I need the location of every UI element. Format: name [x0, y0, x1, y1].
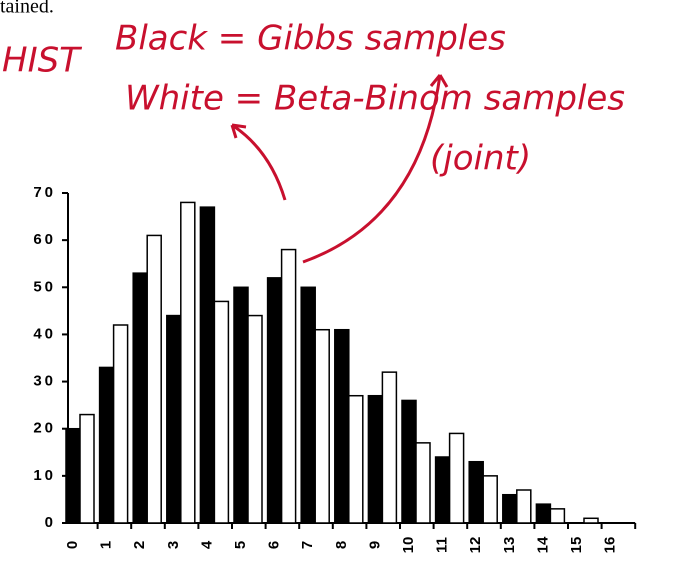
- y-tick-label: 70: [33, 184, 56, 201]
- annotation: (joint): [430, 139, 531, 179]
- y-tick-label: 40: [33, 325, 56, 342]
- bar: [348, 394, 364, 524]
- bar: [415, 442, 431, 524]
- y-tick-label: 0: [45, 514, 56, 531]
- x-tick-label: 5: [232, 541, 249, 549]
- bar: [583, 517, 599, 524]
- x-tick-label: 7: [299, 541, 316, 549]
- page-text: tained.: [0, 0, 54, 18]
- arrow: [302, 74, 449, 264]
- series-label: White = Beta-Binom samples: [125, 79, 625, 119]
- x-tick-label: 12: [467, 537, 484, 554]
- bar: [482, 475, 498, 524]
- bar: [468, 460, 484, 524]
- x-tick-label: 14: [534, 536, 551, 553]
- bar: [98, 366, 115, 524]
- x-tick-label: 11: [434, 537, 451, 553]
- bar: [549, 508, 566, 524]
- bar: [180, 201, 196, 524]
- x-tick-label: 9: [366, 541, 383, 549]
- bar: [280, 248, 297, 524]
- bar: [132, 272, 148, 524]
- bar: [535, 503, 552, 524]
- bar: [79, 413, 95, 524]
- bar: [300, 286, 316, 524]
- bar: [213, 300, 230, 524]
- x-tick-label: 10: [400, 537, 417, 554]
- x-tick-label: 8: [333, 541, 350, 549]
- bar: [448, 432, 465, 524]
- x-tick-label: 0: [64, 541, 81, 549]
- x-tick-label: 16: [602, 537, 619, 554]
- x-tick-label: 1: [98, 541, 115, 549]
- bar: [334, 328, 350, 524]
- y-tick-label: 60: [33, 231, 56, 248]
- arrow: [230, 123, 287, 201]
- x-tick-label: 3: [165, 541, 182, 549]
- y-tick-label: 30: [33, 373, 56, 390]
- bar: [166, 314, 182, 524]
- bar: [502, 493, 518, 524]
- bar: [367, 394, 384, 524]
- x-tick-label: 13: [501, 537, 518, 554]
- bar: [401, 399, 417, 524]
- bar: [112, 324, 129, 524]
- bar: [516, 489, 532, 524]
- bar: [314, 328, 330, 524]
- x-tick-label: 15: [568, 537, 585, 554]
- bar: [146, 234, 162, 524]
- y-tick-label: 20: [33, 420, 56, 437]
- x-tick-label: 6: [266, 541, 283, 549]
- bar: [233, 286, 249, 524]
- bar: [65, 427, 81, 524]
- bar: [266, 277, 283, 524]
- x-tick-label: 4: [198, 540, 215, 549]
- bar: [199, 206, 216, 524]
- annotation: HIST: [2, 41, 82, 81]
- series-label: Black = Gibbs samples: [115, 19, 506, 59]
- y-tick-label: 10: [33, 467, 56, 484]
- bar: [381, 371, 398, 524]
- bar: [247, 314, 263, 524]
- x-tick-label: 2: [131, 541, 148, 549]
- y-tick-label: 50: [33, 278, 56, 295]
- bar: [434, 456, 451, 524]
